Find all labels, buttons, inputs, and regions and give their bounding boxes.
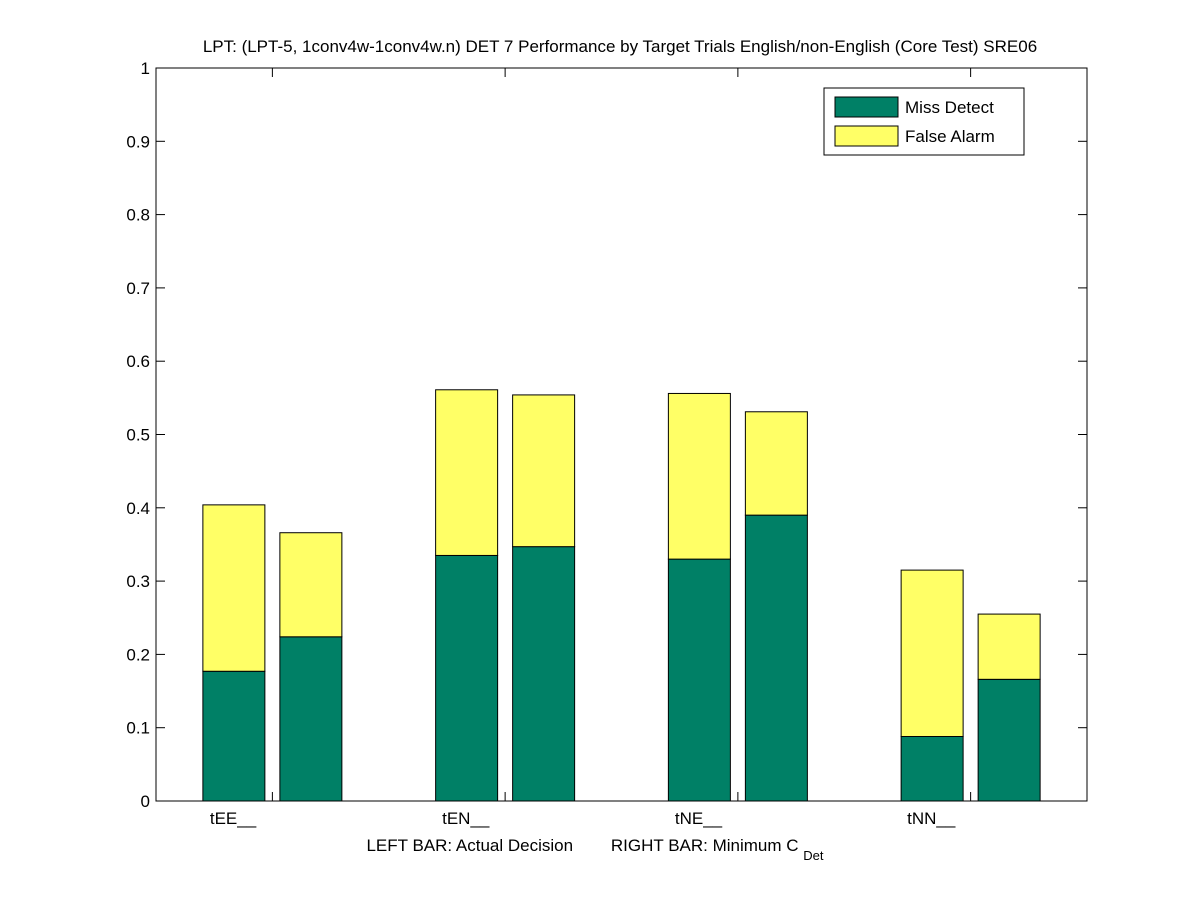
y-tick-label: 0.5 (126, 426, 150, 445)
y-axis: 0 0.1 0.2 0.3 0.4 0.5 0.6 0.7 0.8 0.9 1 (126, 59, 1087, 811)
x-axis: tEE__ tEN__ tNE__ tNN__ (210, 68, 972, 828)
bar-false-alarm-minimum-2 (512, 394, 576, 548)
x-tick-label: tNE__ (675, 809, 723, 828)
bars-group (202, 389, 1041, 802)
legend-swatch (834, 125, 899, 147)
x-tick-label: tEN__ (442, 809, 490, 828)
x-axis-label-left: LEFT BAR: Actual Decision (366, 836, 573, 855)
bar-miss-detect-actual-4 (900, 735, 964, 802)
y-tick-label: 0.1 (126, 719, 150, 738)
bar-false-alarm-minimum-3 (744, 411, 808, 516)
chart-title: LPT: (LPT-5, 1conv4w-1conv4w.n) DET 7 Pe… (203, 37, 1037, 56)
y-tick-label: 0 (141, 792, 150, 811)
legend-label: Miss Detect (905, 98, 994, 117)
bar-false-alarm-actual-2 (435, 389, 499, 556)
y-tick-label: 0.4 (126, 499, 150, 518)
y-tick-label: 0.7 (126, 279, 150, 298)
bar-false-alarm-minimum-4 (977, 613, 1041, 680)
bar-false-alarm-actual-1 (202, 504, 266, 672)
bar-false-alarm-actual-4 (900, 569, 964, 737)
y-tick-label: 0.3 (126, 572, 150, 591)
bar-miss-detect-actual-3 (667, 558, 731, 802)
bar-miss-detect-minimum-1 (279, 636, 343, 802)
legend-label: False Alarm (905, 127, 995, 146)
x-tick-label: tEE__ (210, 809, 257, 828)
bar-miss-detect-minimum-2 (512, 546, 576, 802)
bar-miss-detect-actual-2 (435, 554, 499, 802)
bar-miss-detect-actual-1 (202, 670, 266, 802)
x-axis-label-subscript: Det (803, 848, 824, 863)
legend-swatch (834, 96, 899, 118)
y-tick-label: 0.2 (126, 645, 150, 664)
x-axis-label-spacer (578, 836, 606, 855)
bar-false-alarm-actual-3 (667, 392, 731, 560)
y-tick-label: 0.9 (126, 132, 150, 151)
bar-miss-detect-minimum-4 (977, 678, 1041, 802)
bar-false-alarm-minimum-1 (279, 532, 343, 638)
x-axis-label: LEFT BAR: Actual Decision RIGHT BAR: Min… (366, 836, 823, 863)
x-axis-label-right: RIGHT BAR: Minimum C (611, 836, 799, 855)
y-tick-label: 1 (141, 59, 150, 78)
bar-miss-detect-minimum-3 (744, 514, 808, 802)
y-tick-label: 0.6 (126, 352, 150, 371)
legend: Miss Detect False Alarm (823, 87, 1025, 156)
y-tick-label: 0.8 (126, 206, 150, 225)
x-tick-label: tNN__ (907, 809, 956, 828)
